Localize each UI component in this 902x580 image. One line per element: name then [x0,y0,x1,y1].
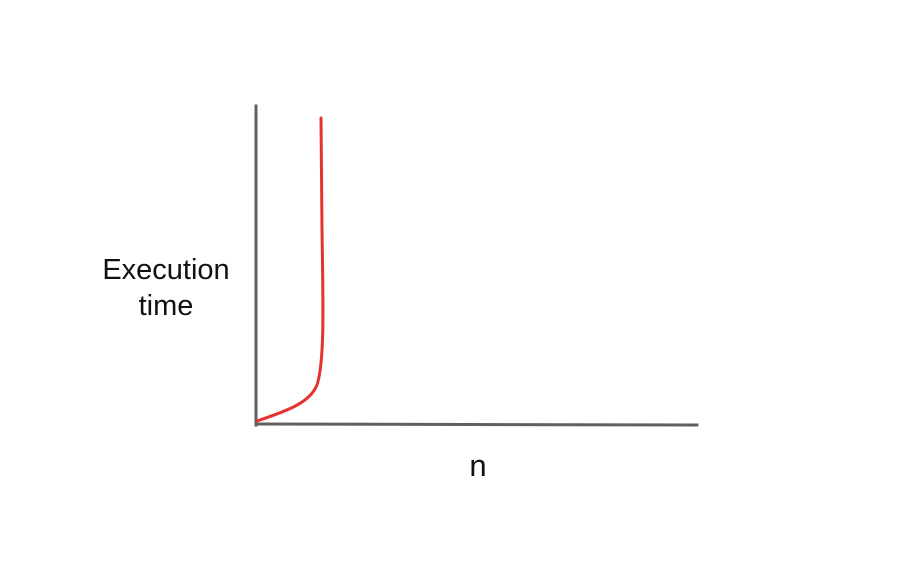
y-axis-label-line-2: time [138,290,194,322]
x-axis [254,422,699,427]
execution-time-curve [255,116,325,423]
y-axis-label-line-1: Execution [102,254,230,286]
y-axis-label: Execution time [88,252,244,324]
x-axis-label: n [469,448,487,483]
